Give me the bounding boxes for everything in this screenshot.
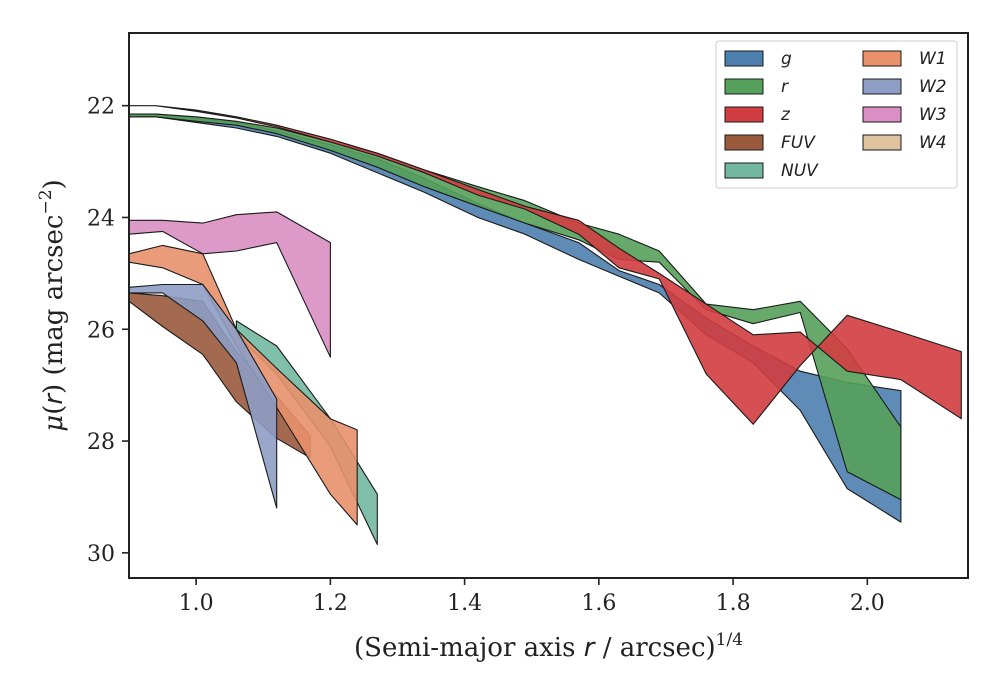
legend-label-w4: W4 [919, 133, 947, 153]
plot-frame [128, 32, 969, 579]
legend-label-z: z [780, 105, 791, 125]
band-w1 [129, 244, 358, 526]
legend-swatch-r [724, 78, 764, 95]
legend-label-w2: W2 [919, 77, 947, 97]
legend-label-w3: W3 [919, 105, 947, 125]
y-axis-label: μ(r) (mag arcsec−2) [36, 179, 69, 431]
legend-swatch-nuv [724, 162, 764, 179]
legend: grz FUV NUV W1 W2 W3 W4 [715, 40, 958, 189]
series-layer [129, 105, 962, 546]
y-tick-label: 26 [87, 318, 115, 343]
legend-swatch-g [724, 50, 764, 67]
band-w3 [129, 211, 331, 358]
legend-label-w1: W1 [919, 49, 947, 69]
x-tick-label: 1.4 [447, 591, 482, 616]
legend-swatch-z [724, 106, 764, 123]
y-tick-label: 24 [87, 206, 115, 231]
legend-label-r: r [781, 77, 789, 97]
legend-label-fuv: FUV [781, 133, 816, 153]
band-w2 [129, 283, 278, 509]
x-tick-label: 1.8 [716, 591, 751, 616]
band-z [129, 105, 962, 425]
legend-box [715, 40, 958, 189]
ticks-layer: 1.0 1.2 1.4 1.6 1.8 2.0 22 24 26 28 30 [87, 95, 885, 616]
x-tick-label: 1.6 [581, 591, 616, 616]
x-tick-label: 1.2 [313, 591, 348, 616]
legend-label-nuv: NUV [781, 161, 819, 181]
legend-swatch-w3 [862, 106, 902, 123]
x-tick-label: 2.0 [850, 591, 885, 616]
legend-swatch-w2 [862, 78, 902, 95]
x-tick-label: 1.0 [179, 591, 214, 616]
y-tick-label: 28 [87, 430, 115, 455]
legend-swatch-w4 [862, 134, 902, 151]
legend-swatch-w1 [862, 50, 902, 67]
y-tick-label: 30 [87, 542, 115, 567]
legend-label-g: g [781, 49, 792, 69]
x-axis-label: (Semi-major axis r / arcsec)1/4 [354, 630, 743, 663]
legend-swatch-fuv [724, 134, 764, 151]
y-tick-label: 22 [87, 95, 115, 120]
